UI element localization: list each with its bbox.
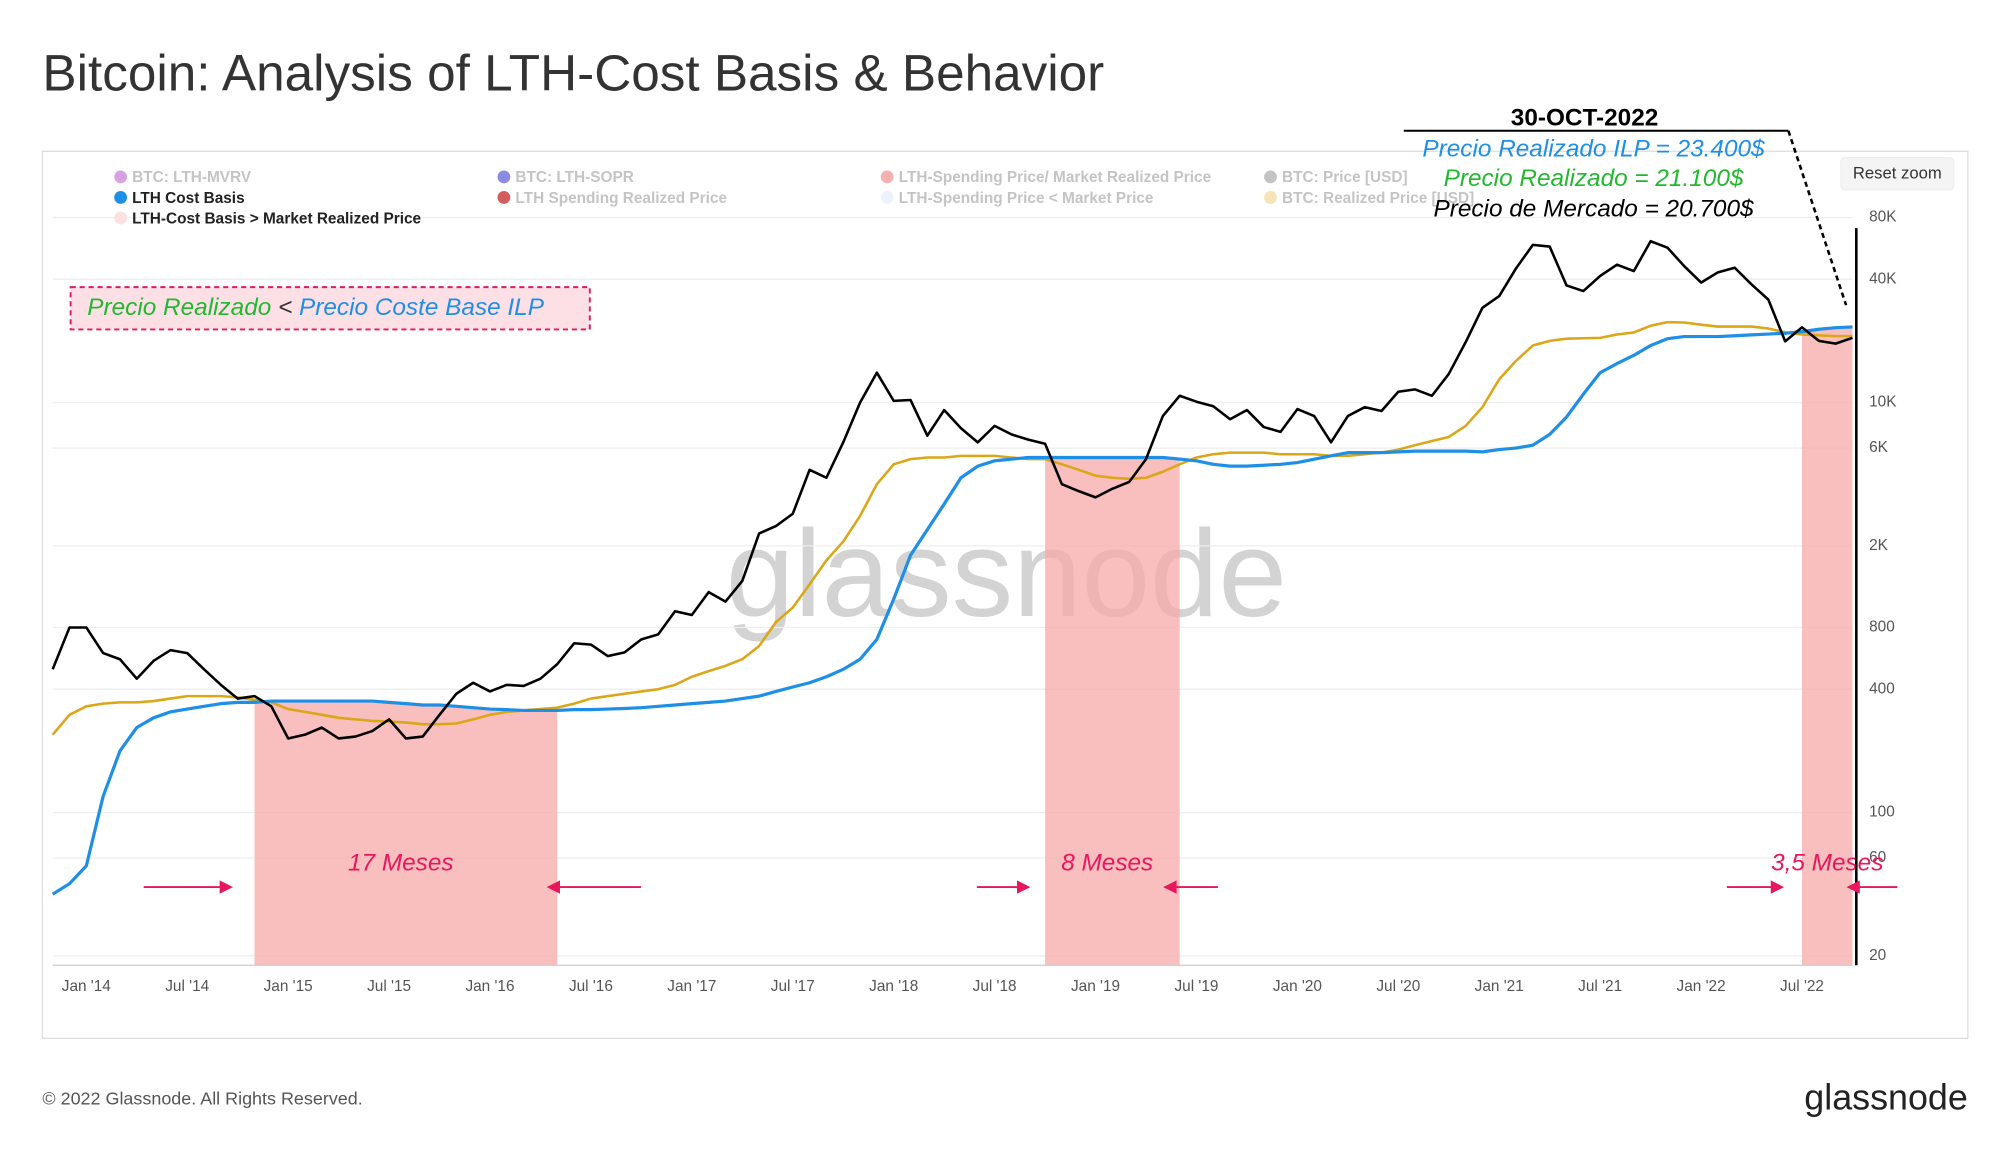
y-tick-label: 400 xyxy=(1869,680,1895,697)
y-tick-label: 20 xyxy=(1869,947,1886,964)
y-tick-label: 10K xyxy=(1869,394,1897,411)
condition-part: Precio Realizado xyxy=(87,294,271,321)
y-tick-label: 100 xyxy=(1869,804,1895,821)
legend-swatch xyxy=(880,170,894,184)
legend-swatch xyxy=(880,191,894,204)
y-tick-label: 80K xyxy=(1869,209,1897,226)
annotation-pointer xyxy=(1787,130,1848,306)
series-line xyxy=(51,239,1853,740)
y-tick-label: 60 xyxy=(1869,849,1886,866)
legend-label: BTC: Realized Price [USD] xyxy=(1282,190,1474,207)
x-tick-label: Jul '20 xyxy=(1376,978,1420,995)
legend-label: LTH Spending Realized Price xyxy=(515,190,727,207)
condition-part: Precio Coste Base ILP xyxy=(299,294,545,321)
x-tick-label: Jan '16 xyxy=(465,978,514,995)
region-label: 17 Meses xyxy=(348,849,454,876)
condition-text: Precio Realizado < Precio Coste Base ILP xyxy=(87,294,544,321)
legend-swatch xyxy=(114,191,128,204)
x-tick-label: Jul '19 xyxy=(1174,978,1218,995)
legend-swatch xyxy=(1264,191,1277,204)
shaded-region xyxy=(1802,326,1853,966)
x-tick-label: Jul '14 xyxy=(165,978,209,995)
arrow-head xyxy=(219,880,234,894)
region-label: 3,5 Meses xyxy=(1771,849,1883,876)
annotation-realized-price: Precio Realizado = 21.100$ xyxy=(1444,165,1744,192)
x-tick-label: Jan '18 xyxy=(869,978,918,995)
legend-swatch xyxy=(1264,170,1277,184)
x-tick-label: Jul '15 xyxy=(367,978,411,995)
condition-box xyxy=(69,286,591,331)
arrow-head xyxy=(546,880,560,894)
series-line xyxy=(51,320,1853,736)
footer: © 2022 Glassnode. All Rights Reserved. xyxy=(42,1089,362,1109)
legend-swatch xyxy=(114,211,128,225)
y-tick-label: 40K xyxy=(1869,270,1897,287)
legend-label: LTH-Spending Price/ Market Realized Pric… xyxy=(899,169,1212,186)
x-tick-label: Jan '20 xyxy=(1273,978,1322,995)
x-tick-label: Jul '18 xyxy=(973,978,1017,995)
arrow-head xyxy=(1770,880,1785,894)
page-title: Bitcoin: Analysis of LTH-Cost Basis & Be… xyxy=(42,44,1104,101)
legend-label: LTH-Cost Basis > Market Realized Price xyxy=(132,210,421,227)
x-tick-label: Jan '15 xyxy=(264,978,313,995)
x-tick-label: Jan '22 xyxy=(1677,978,1726,995)
arrow-head xyxy=(1846,880,1860,894)
legend-swatch xyxy=(497,170,511,184)
x-tick-label: Jul '16 xyxy=(569,978,613,995)
region-label: 8 Meses xyxy=(1061,849,1153,876)
y-tick-label: 2K xyxy=(1869,537,1889,554)
series-line xyxy=(51,325,1853,896)
x-tick-label: Jan '21 xyxy=(1475,978,1524,995)
condition-part: < xyxy=(278,294,292,321)
legend-swatch xyxy=(114,170,128,184)
legend-label: LTH Cost Basis xyxy=(132,190,244,207)
watermark: glassnode xyxy=(726,506,1287,643)
x-tick-label: Jan '19 xyxy=(1071,978,1120,995)
legend-swatch xyxy=(497,191,511,204)
shaded-region xyxy=(254,701,558,966)
reset-zoom-label[interactable]: Reset zoom xyxy=(1853,164,1942,183)
arrows xyxy=(143,880,1898,894)
arrow-head xyxy=(1163,880,1177,894)
arrow-head xyxy=(1016,880,1031,894)
x-tick-label: Jan '17 xyxy=(667,978,716,995)
reset-zoom-button[interactable] xyxy=(1840,157,1955,191)
logo: glassnode xyxy=(1804,1077,1968,1117)
shaded-region xyxy=(1045,457,1180,966)
x-tick-label: Jul '17 xyxy=(771,978,815,995)
y-tick-label: 800 xyxy=(1869,619,1895,636)
legend-label: BTC: LTH-SOPR xyxy=(515,169,633,186)
y-tick-label: 6K xyxy=(1869,439,1889,456)
legend-label: BTC: Price [USD] xyxy=(1282,169,1408,186)
x-tick-label: Jan '14 xyxy=(62,978,112,995)
legend-label: BTC: LTH-MVRV xyxy=(132,169,252,186)
annotation-date: 30-OCT-2022 xyxy=(1511,105,1658,132)
plot: 20 60 100 400 800 2K 6K 10K 40K 80K Jan '14 Jul '14… xyxy=(51,169,1897,995)
legend-label: LTH-Spending Price < Market Price xyxy=(899,190,1154,207)
x-tick-label: Jul '22 xyxy=(1780,978,1824,995)
annotation-market-price: Precio de Mercado = 20.700$ xyxy=(1433,196,1754,223)
annotation-lth-price: Precio Realizado ILP = 23.400$ xyxy=(1422,135,1765,162)
x-tick-label: Jul '21 xyxy=(1578,978,1622,995)
